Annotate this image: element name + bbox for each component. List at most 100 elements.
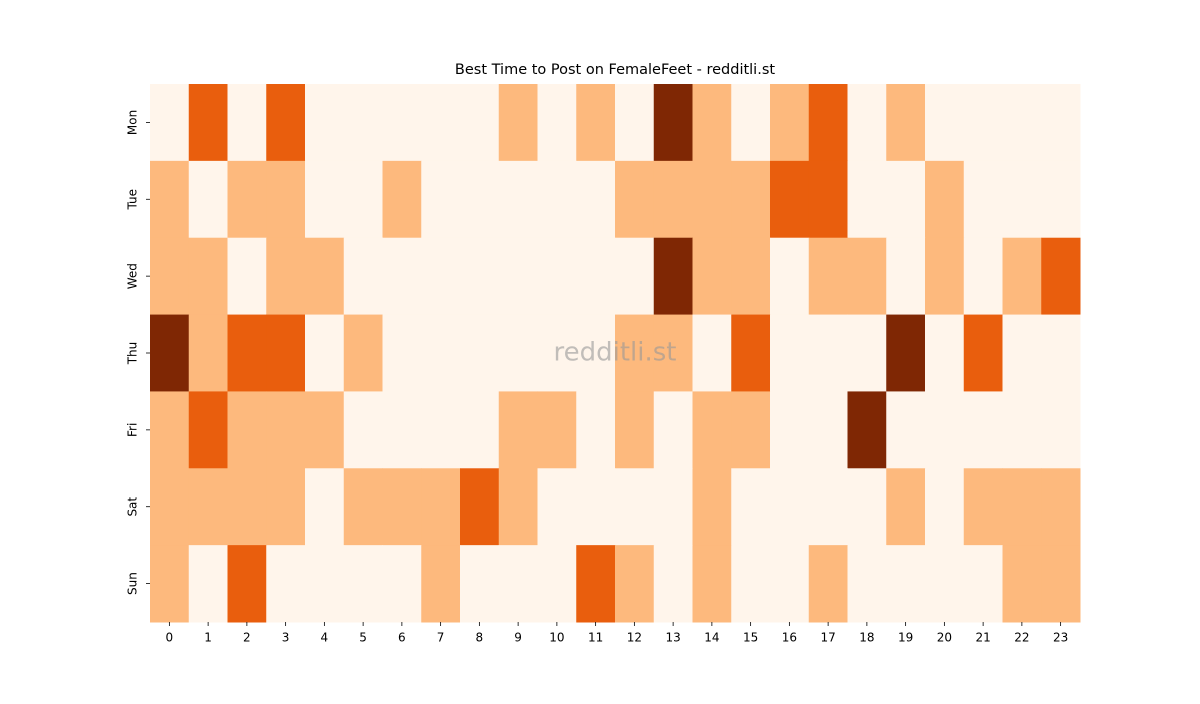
heat-cell bbox=[305, 391, 345, 469]
heat-cell bbox=[731, 468, 771, 546]
heat-cell bbox=[731, 314, 771, 392]
heat-cell bbox=[770, 314, 810, 392]
x-tick-label: 10 bbox=[549, 631, 564, 645]
heat-cell bbox=[305, 237, 345, 316]
heat-cell bbox=[305, 545, 345, 623]
heat-cell bbox=[576, 545, 616, 623]
heat-cell bbox=[382, 391, 422, 469]
heat-cell bbox=[847, 160, 887, 239]
x-tick-label: 0 bbox=[166, 631, 174, 645]
heat-cell bbox=[421, 84, 461, 162]
heat-cell bbox=[808, 84, 848, 162]
heat-cell bbox=[1002, 314, 1042, 392]
heat-cell bbox=[692, 545, 732, 623]
heat-cell bbox=[653, 391, 693, 469]
heat-cell bbox=[150, 160, 190, 239]
heat-cell bbox=[1002, 391, 1042, 469]
heat-cell bbox=[692, 160, 732, 239]
x-tick-label: 6 bbox=[398, 631, 406, 645]
heat-cell bbox=[576, 314, 616, 392]
x-tick-label: 18 bbox=[859, 631, 874, 645]
heat-cell bbox=[188, 160, 228, 239]
x-tick-label: 12 bbox=[627, 631, 642, 645]
heat-cell bbox=[963, 84, 1003, 162]
heat-cell bbox=[808, 468, 848, 546]
heat-cell bbox=[382, 468, 422, 546]
heat-cell bbox=[770, 84, 810, 162]
heat-cell bbox=[847, 545, 887, 623]
heat-cell bbox=[421, 391, 461, 469]
heat-cell bbox=[227, 391, 267, 469]
x-tick-label: 13 bbox=[665, 631, 680, 645]
heat-cell bbox=[266, 391, 306, 469]
heat-cell bbox=[963, 314, 1003, 392]
y-tick-label: Sat bbox=[126, 497, 140, 517]
x-tick-label: 19 bbox=[898, 631, 913, 645]
heat-cell bbox=[305, 84, 345, 162]
heat-cell bbox=[886, 468, 926, 546]
heat-cell bbox=[188, 314, 228, 392]
heat-cell bbox=[537, 314, 577, 392]
heat-cell bbox=[150, 237, 190, 316]
heat-cell bbox=[305, 468, 345, 546]
heat-cell bbox=[460, 237, 500, 316]
x-tick-label: 9 bbox=[514, 631, 522, 645]
heat-cell bbox=[343, 237, 383, 316]
x-tick-label: 17 bbox=[820, 631, 835, 645]
watermark: redditli.st bbox=[554, 338, 677, 368]
heat-cell bbox=[227, 84, 267, 162]
heat-cell bbox=[576, 391, 616, 469]
heat-cell bbox=[227, 468, 267, 546]
heat-cell bbox=[808, 237, 848, 316]
heat-cell bbox=[692, 391, 732, 469]
heat-cell bbox=[1002, 160, 1042, 239]
heat-cell bbox=[460, 84, 500, 162]
heat-cell bbox=[188, 391, 228, 469]
y-tick-label: Sun bbox=[126, 572, 140, 595]
heat-cell bbox=[615, 84, 655, 162]
heat-cell bbox=[847, 391, 887, 469]
heat-cell bbox=[266, 545, 306, 623]
heat-cell bbox=[692, 237, 732, 316]
heat-cell bbox=[963, 545, 1003, 623]
heat-cell bbox=[963, 237, 1003, 316]
heat-cell bbox=[615, 314, 655, 392]
heat-cell bbox=[925, 84, 965, 162]
x-tick-label: 1 bbox=[204, 631, 212, 645]
heat-cell bbox=[227, 545, 267, 623]
heat-cell bbox=[847, 468, 887, 546]
heat-cell bbox=[1041, 391, 1081, 469]
heat-cell bbox=[266, 237, 306, 316]
x-tick-label: 22 bbox=[1014, 631, 1029, 645]
heat-cell bbox=[188, 237, 228, 316]
heat-cell bbox=[1041, 545, 1081, 623]
heat-cell bbox=[1041, 237, 1081, 316]
heat-cell bbox=[421, 160, 461, 239]
heat-cell bbox=[886, 545, 926, 623]
heat-cell bbox=[886, 391, 926, 469]
x-tick-label: 3 bbox=[282, 631, 290, 645]
heat-cell bbox=[731, 84, 771, 162]
x-tick-label: 11 bbox=[588, 631, 603, 645]
x-tick-label: 20 bbox=[937, 631, 952, 645]
heat-cell bbox=[731, 545, 771, 623]
heat-cell bbox=[227, 160, 267, 239]
heat-cell bbox=[963, 160, 1003, 239]
heat-cell bbox=[615, 391, 655, 469]
heat-cell bbox=[421, 545, 461, 623]
x-tick-label: 15 bbox=[743, 631, 758, 645]
heat-cell bbox=[266, 160, 306, 239]
heat-cell bbox=[925, 237, 965, 316]
heat-cell bbox=[692, 314, 732, 392]
heat-cell bbox=[460, 468, 500, 546]
heat-cell bbox=[343, 160, 383, 239]
heat-cell bbox=[615, 237, 655, 316]
heat-cell bbox=[925, 545, 965, 623]
heat-cell bbox=[770, 468, 810, 546]
heat-cell bbox=[343, 545, 383, 623]
heat-cell bbox=[576, 84, 616, 162]
x-tick-label: 7 bbox=[437, 631, 445, 645]
heat-cell bbox=[188, 545, 228, 623]
heat-cell bbox=[150, 314, 190, 392]
